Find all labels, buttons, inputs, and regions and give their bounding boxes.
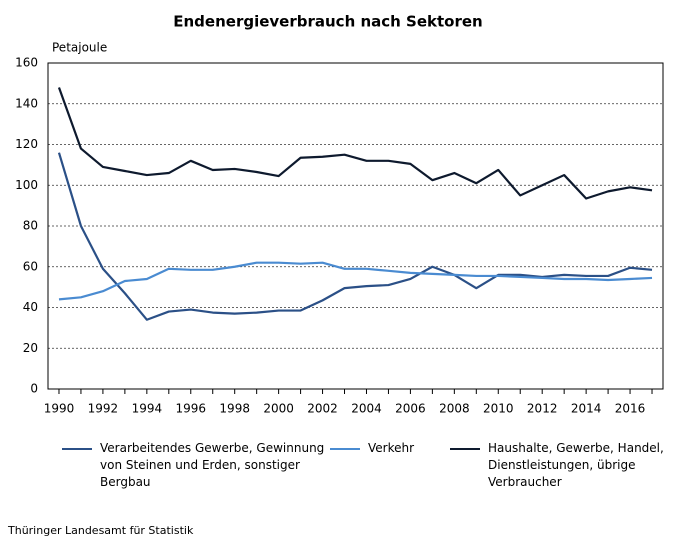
- x-tick-label: 2002: [307, 402, 338, 416]
- chart-title: Endenergieverbrauch nach Sektoren: [173, 13, 483, 31]
- y-tick-label: 20: [23, 341, 38, 355]
- y-tick-label: 0: [30, 382, 38, 396]
- series-line: [57, 87, 653, 200]
- x-tick-label: 1990: [44, 402, 75, 416]
- series-line: [57, 152, 653, 321]
- x-tick-label: 2004: [351, 402, 382, 416]
- legend-swatch: [330, 448, 360, 450]
- legend-label: Verkehr: [368, 441, 415, 455]
- x-tick-label: 2008: [439, 402, 470, 416]
- x-tick-label: 2014: [571, 402, 602, 416]
- x-tick-label: 2006: [395, 402, 426, 416]
- series-line: [58, 261, 653, 301]
- x-tick-label: 2000: [263, 402, 294, 416]
- y-tick-label: 140: [15, 96, 38, 110]
- y-axis-label: Petajoule: [52, 41, 107, 55]
- y-tick-label: 60: [23, 259, 38, 273]
- y-tick-label: 120: [15, 137, 38, 151]
- source: Thüringer Landesamt für Statistik: [7, 524, 194, 537]
- x-tick-label: 1996: [175, 402, 206, 416]
- legend-label: Haushalte, Gewerbe, Handel, Dienstleistu…: [488, 441, 664, 489]
- y-tick-label: 80: [23, 219, 38, 233]
- legend-swatch: [450, 448, 480, 450]
- legend-swatch: [62, 448, 92, 450]
- y-tick-label: 160: [15, 56, 38, 70]
- x-tick-label: 2012: [527, 402, 558, 416]
- plot-frame: [47, 62, 664, 390]
- x-tick-label: 2016: [615, 402, 646, 416]
- x-tick-label: 2010: [483, 402, 514, 416]
- y-tick-label: 40: [23, 300, 38, 314]
- legend-label: Verarbeitendes Gewerbe, Gewinnung von St…: [100, 441, 325, 489]
- x-tick-label: 1992: [88, 402, 119, 416]
- x-tick-label: 1994: [132, 402, 163, 416]
- x-tick-label: 1998: [219, 402, 250, 416]
- y-tick-label: 100: [15, 178, 38, 192]
